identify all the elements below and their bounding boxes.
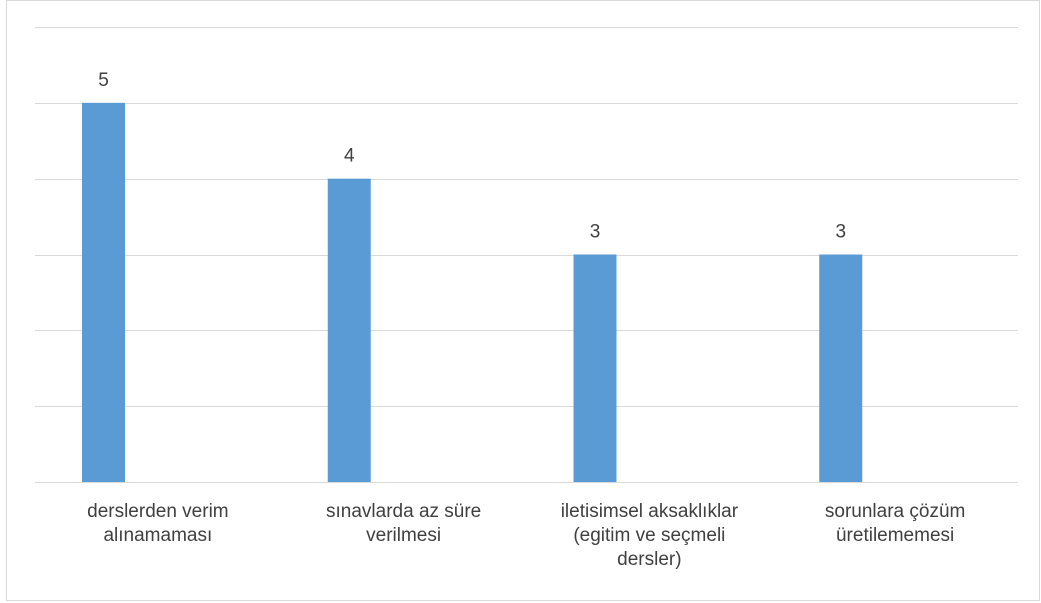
data-labels: 5 4 3 3	[98, 70, 846, 243]
category-label: sorunlara çözüm üretilememesi	[824, 501, 966, 546]
bar	[82, 102, 125, 482]
data-label: 4	[344, 146, 355, 167]
category-label: sınavlarda az süre verilmesi	[326, 501, 482, 546]
data-label: 5	[98, 70, 109, 91]
data-label: 3	[835, 222, 846, 243]
bar	[573, 254, 617, 482]
gridlines	[35, 27, 1018, 483]
bars	[82, 102, 863, 482]
bar	[819, 254, 863, 482]
data-label: 3	[590, 222, 601, 243]
chart-frame	[6, 0, 1040, 601]
category-label: derslerden verim alınamaması	[87, 501, 229, 546]
bar	[327, 178, 371, 482]
category-label: iletisimsel aksaklıklar (egitim ve seçme…	[560, 501, 739, 570]
